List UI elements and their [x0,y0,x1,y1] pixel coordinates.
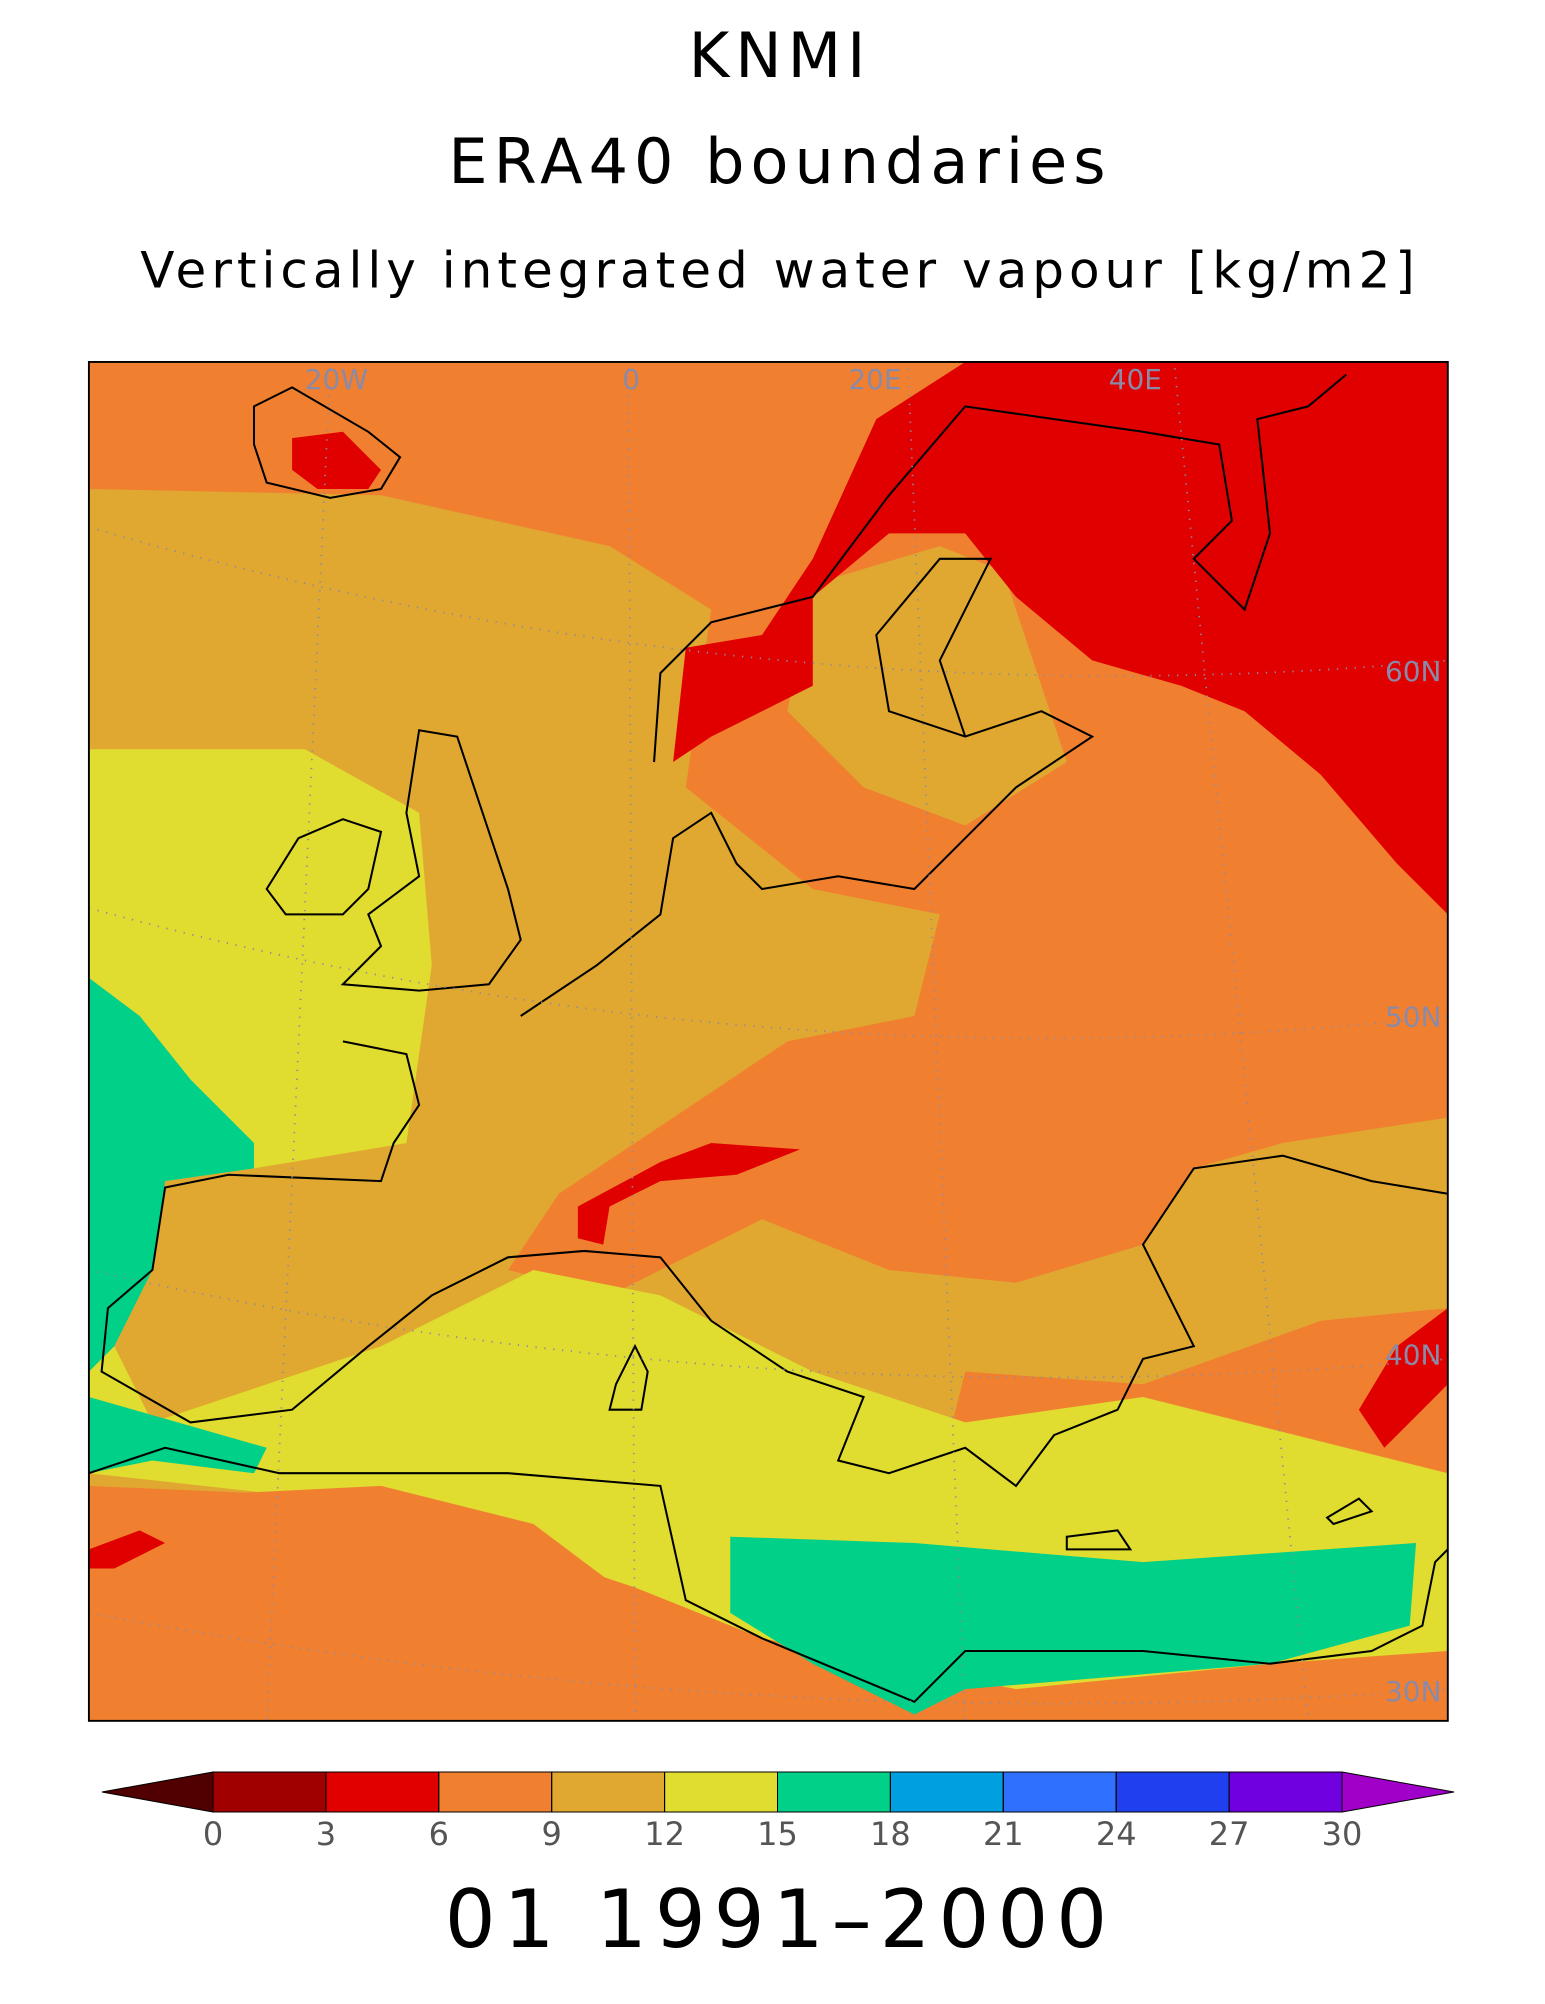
colorbar-label: 27 [1209,1815,1250,1853]
colorbar: 0 3 6 9 12 15 18 21 24 27 30 [101,1771,1455,1853]
coastline [88,373,1448,1703]
colorbar-label: 9 [542,1815,562,1853]
grid-label: 40E [1109,363,1162,396]
colorbar-box [1002,1771,1117,1813]
colorbar-box [212,1771,327,1813]
colorbar-label: 15 [757,1815,798,1853]
field-region [1358,1308,1448,1448]
colorbar-box [1115,1771,1230,1813]
colorbar-label: 18 [870,1815,911,1853]
field-region [88,1397,267,1474]
map-frame [87,360,1449,1722]
grid-label: 20W [305,363,368,396]
colorbar-box [889,1771,1004,1813]
field-region [673,361,1448,915]
field-region [88,1530,166,1569]
colorbar-box [1228,1771,1343,1813]
colorbar-box [664,1771,778,1813]
field-region [787,546,1067,826]
under-triangle [101,1771,214,1813]
colorbar-box [325,1771,440,1813]
field-region [730,1536,1417,1715]
colorbar-box [551,1771,666,1813]
variable-label: Vertically integrated water vapour [kg/m… [140,242,1420,300]
colorbar-label: 24 [1096,1815,1137,1853]
field-region [88,1485,635,1690]
over-triangle [1341,1771,1455,1813]
grid-label: 40N [1385,1338,1441,1371]
field-region [292,431,381,489]
field-region [88,488,1448,1563]
colorbar-label: 3 [316,1815,336,1853]
colorbar-box [777,1771,891,1813]
colorbar-label: 21 [983,1815,1024,1853]
grid-label: 60N [1385,655,1441,688]
grid-label: 30N [1385,1675,1441,1708]
colorbar-box [438,1771,553,1813]
title: KNMI [689,19,872,92]
grid-label: 20E [848,363,901,396]
field-region [577,1143,801,1245]
map: 20W 0 20E 40E 60N 50N 40N 30N [87,360,1449,1722]
colorbar-label: 30 [1322,1815,1363,1853]
colorbar-label: 6 [429,1815,449,1853]
grid-label: 0 [622,363,640,396]
field-region [88,977,255,1372]
field-region [88,749,1448,1690]
colorbar-label: 0 [203,1815,223,1853]
grid-label: 50N [1385,1001,1441,1034]
footer: 01 1991–2000 [445,1873,1115,1966]
graticule [88,368,1448,1721]
colorbar-label: 12 [644,1815,685,1853]
subtitle: ERA40 boundaries [448,125,1111,198]
